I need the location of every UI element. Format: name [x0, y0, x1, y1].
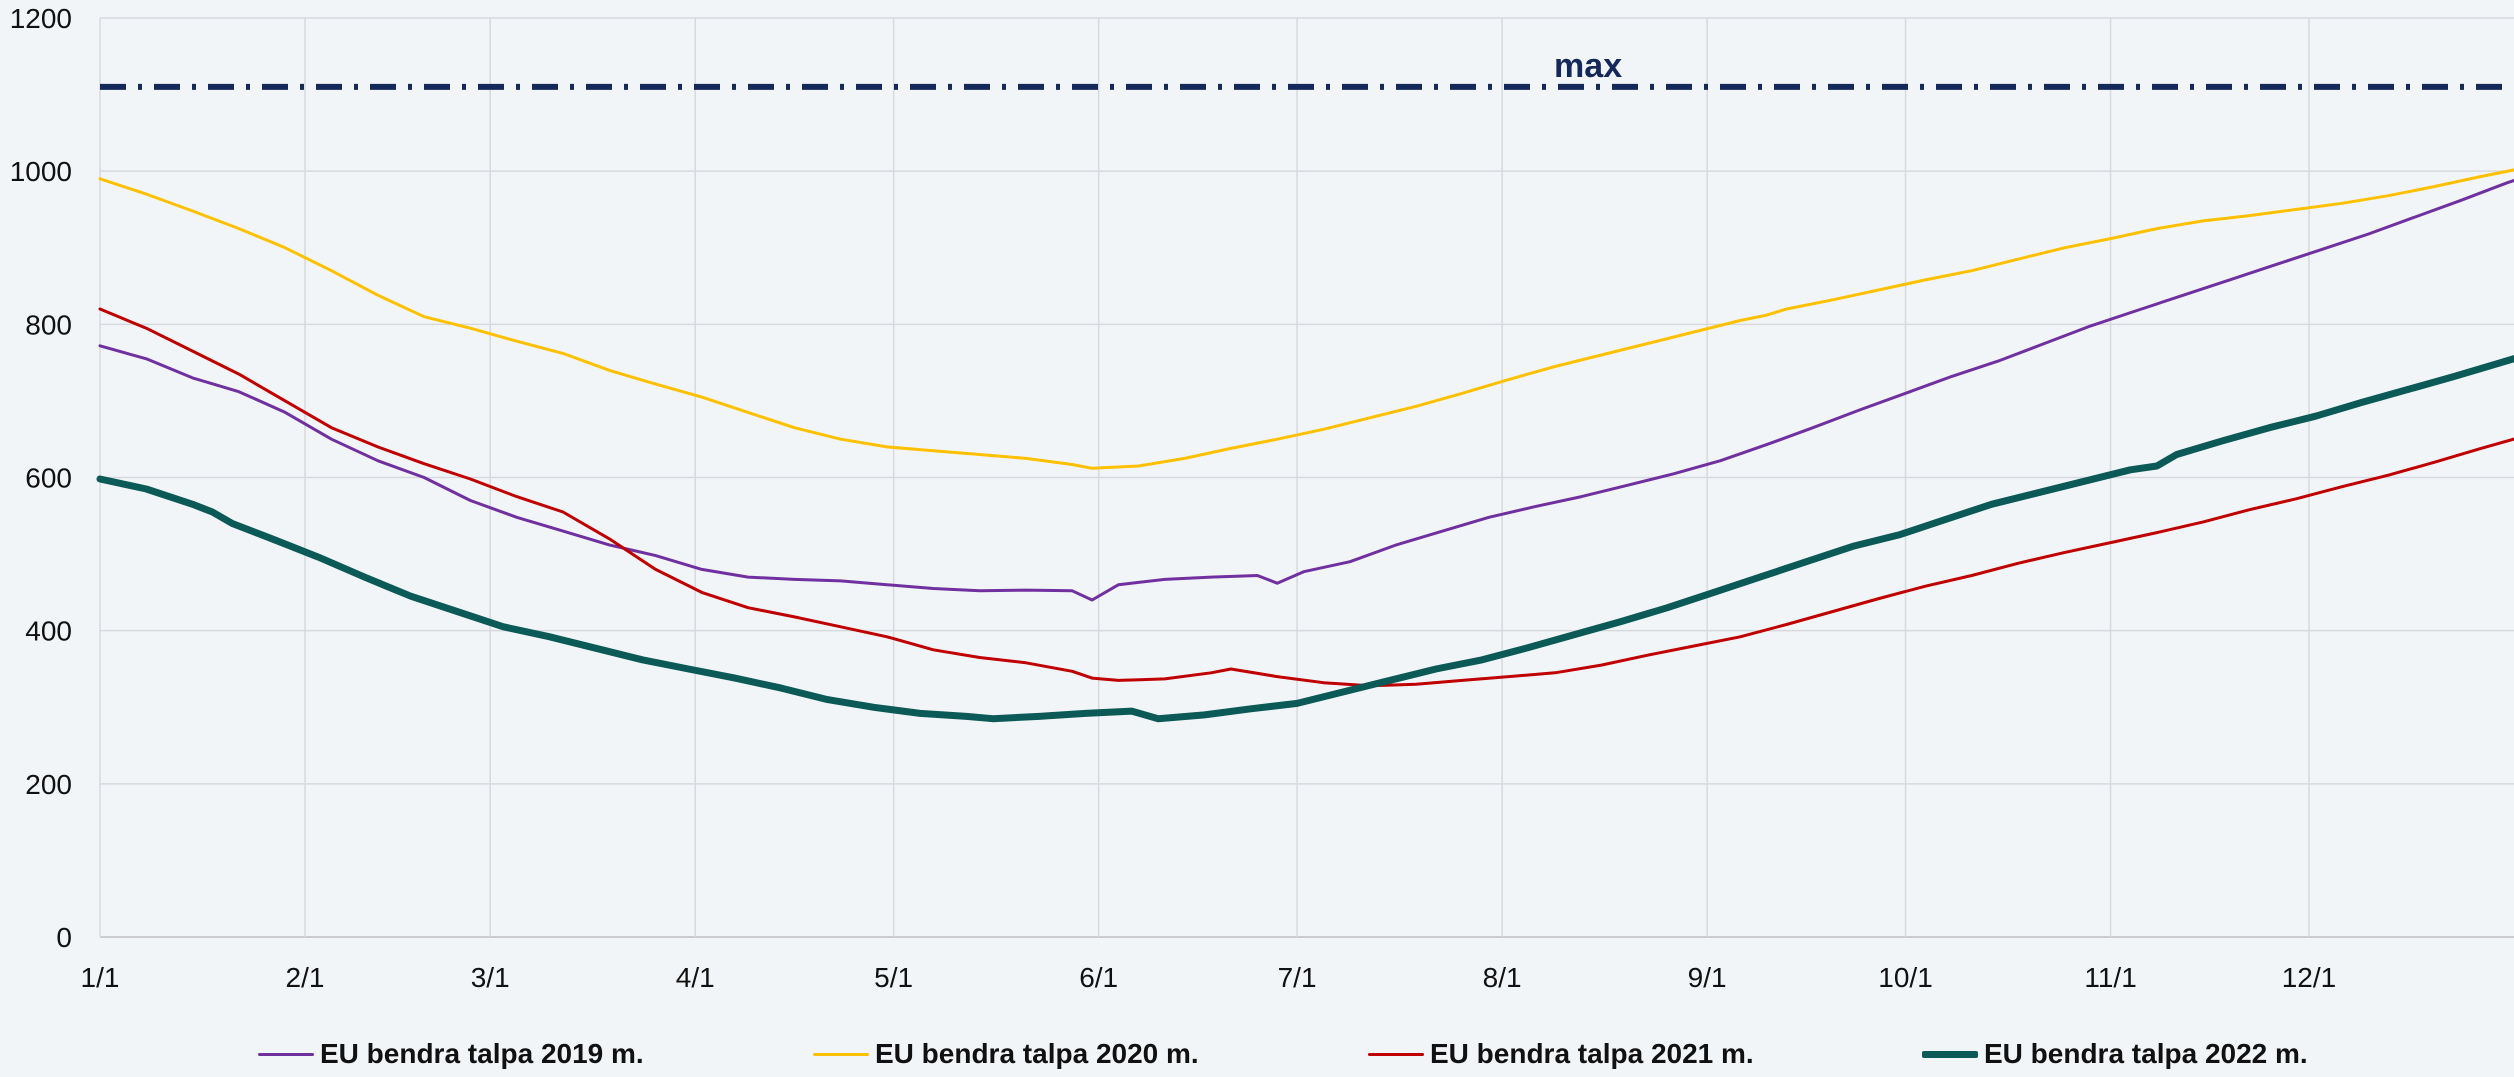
x-tick-label: 3/1	[471, 962, 510, 993]
legend-swatch	[1922, 1050, 1978, 1058]
max-line-group: max	[100, 47, 2514, 90]
legend-label: EU bendra talpa 2020 m.	[875, 1038, 1199, 1069]
series-line-2019	[98, 178, 2514, 602]
x-tick-label: 1/1	[81, 962, 120, 993]
legend-swatch	[1368, 1052, 1424, 1056]
chart: max 0 200 400 600 800 1000 1200 1/1 2/1 3/1 4/1 5/1…	[10, 3, 2514, 993]
legend-swatch	[258, 1052, 314, 1056]
series-line-2020	[98, 168, 2514, 470]
x-tick-label: 2/1	[286, 962, 325, 993]
x-tick-label: 5/1	[874, 962, 913, 993]
legend: EU bendra talpa 2019 m. EU bendra talpa 2…	[0, 1038, 2514, 1077]
legend-item: EU bendra talpa 2021 m.	[1368, 1038, 1754, 1070]
series-line-2021	[98, 307, 2514, 688]
tick-labels: 0 200 400 600 800 1000 1200 1/1 2/1 3/1 4/1 5/1 6/1 7…	[10, 3, 2337, 993]
legend-item: EU bendra talpa 2019 m.	[258, 1038, 644, 1070]
y-tick-label: 200	[25, 769, 72, 800]
x-tick-label: 7/1	[1278, 962, 1317, 993]
legend-item: EU bendra talpa 2020 m.	[813, 1038, 1199, 1070]
legend-label: EU bendra talpa 2021 m.	[1430, 1038, 1754, 1069]
x-tick-label: 11/1	[2084, 962, 2136, 993]
x-tick-label: 10/1	[1878, 962, 1933, 993]
x-tick-label: 6/1	[1079, 962, 1118, 993]
legend-item: EU bendra talpa 2022 m.	[1922, 1038, 2308, 1070]
series-group	[96, 168, 2514, 723]
x-tick-label: 4/1	[676, 962, 715, 993]
y-tick-label: 800	[25, 309, 72, 340]
x-tick-label: 12/1	[2282, 962, 2337, 993]
x-tick-label: 8/1	[1483, 962, 1522, 993]
legend-label: EU bendra talpa 2022 m.	[1984, 1038, 2308, 1069]
legend-swatch	[813, 1052, 869, 1056]
y-tick-label: 0	[56, 922, 72, 953]
y-tick-label: 1000	[10, 156, 72, 187]
legend-label: EU bendra talpa 2019 m.	[320, 1038, 644, 1069]
x-tick-label: 9/1	[1688, 962, 1727, 993]
y-tick-label: 600	[25, 463, 72, 494]
y-tick-label: 1200	[10, 3, 72, 34]
series-line-2022	[96, 355, 2514, 723]
y-tick-label: 400	[25, 616, 72, 647]
max-label: max	[1554, 47, 1622, 85]
